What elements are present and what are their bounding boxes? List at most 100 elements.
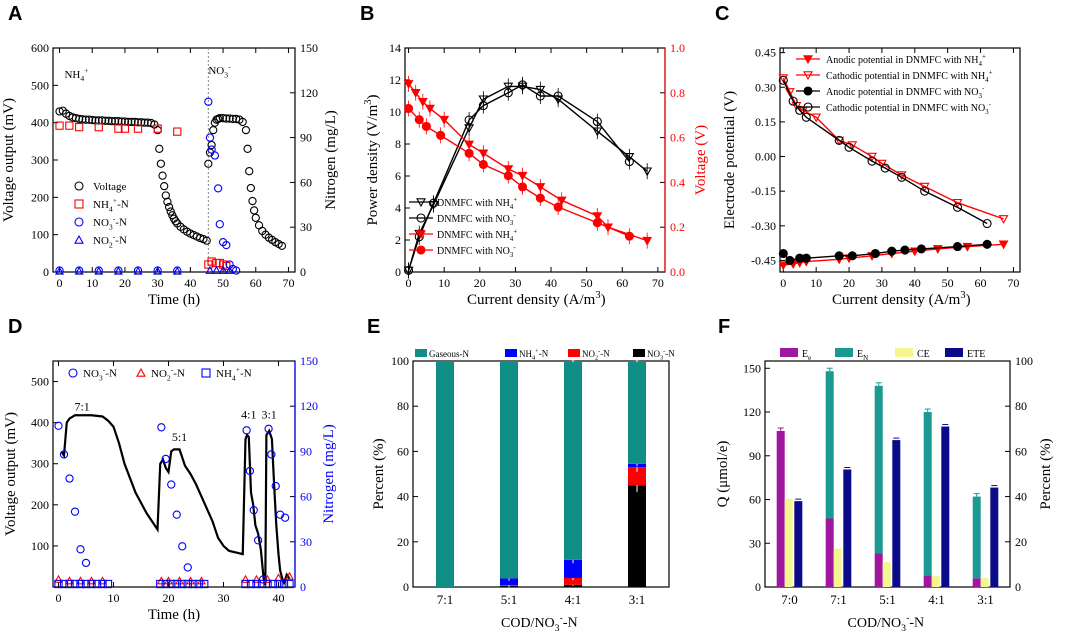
- label-sub: 3: [979, 92, 983, 100]
- panel-letter-F: F: [718, 316, 730, 338]
- label-sup: -: [228, 62, 231, 71]
- bar-Ee: [825, 518, 834, 587]
- legend-swatch: [415, 349, 427, 357]
- data-point: [155, 144, 164, 153]
- y-tick-label: -0.45: [751, 253, 776, 267]
- data-point: [164, 202, 174, 212]
- y-tick-label: 0: [395, 265, 401, 279]
- data-point: [847, 251, 857, 261]
- legend-marker: [74, 234, 84, 244]
- y2-tick-label: 150: [300, 354, 318, 368]
- data-point: [65, 579, 74, 589]
- x-tick-label: 30: [509, 276, 521, 290]
- label-sub: 3: [224, 70, 228, 79]
- data-point: [424, 104, 435, 114]
- data-point: [517, 182, 528, 192]
- y-tick-label: -0.30: [751, 219, 776, 233]
- data-point: [70, 507, 80, 516]
- legend-label: Cathodic potential in DNMFC with NO3-: [826, 101, 992, 117]
- data-point: [834, 135, 844, 145]
- x-axis-label: Time (h): [148, 607, 200, 623]
- label-sub: e: [808, 354, 811, 362]
- data-point: [183, 579, 192, 589]
- x-axis-label: Time (h): [148, 292, 200, 308]
- x-tick-label: 10: [86, 276, 98, 290]
- label-base: Anodic potential in DNMFC with NH: [826, 55, 979, 66]
- category-label: 5:1: [879, 592, 896, 607]
- data-point: [133, 124, 143, 133]
- y-tick-label: 60: [749, 493, 761, 507]
- data-point: [81, 115, 90, 124]
- y2-axis-label: Nitrogen (mg/L): [321, 424, 337, 524]
- legend-marker: [201, 368, 211, 378]
- label-sub: 3: [985, 108, 989, 116]
- legend-label: Gaseous-N: [429, 349, 469, 359]
- x-tick-label: 20: [163, 591, 175, 605]
- data-point: [55, 121, 64, 130]
- data-point: [624, 157, 634, 167]
- data-point: [65, 121, 74, 130]
- data-point: [75, 114, 84, 124]
- label-base: E: [802, 349, 808, 360]
- data-point: [982, 218, 992, 229]
- data-point: [54, 579, 63, 589]
- legend-marker: [416, 245, 426, 255]
- x-tick-label: 70: [1007, 276, 1019, 290]
- label-base: Voltage: [93, 181, 127, 193]
- label-base: Power density (V/m: [365, 104, 381, 225]
- ratio-label: 5:1: [172, 430, 187, 444]
- data-point: [183, 563, 192, 572]
- label-tail: -N: [600, 349, 610, 359]
- data-point: [200, 579, 209, 589]
- x-tick-label: 30: [876, 276, 888, 290]
- data-point: [76, 545, 85, 554]
- data-point: [133, 266, 143, 275]
- x-tick-label: 40: [273, 591, 285, 605]
- label-base: Cathodic potential in DNMFC with NO: [826, 103, 985, 114]
- y-axis-label: Electrode potential (V): [722, 91, 738, 229]
- bar-CE: [980, 577, 989, 587]
- x-tick-label: 70: [282, 276, 294, 290]
- data-point: [436, 130, 446, 140]
- data-point: [503, 171, 513, 181]
- data-point: [785, 255, 795, 266]
- legend-label: Cathodic potential in DNMFC with NH4+: [826, 69, 993, 85]
- y2-axis-label: Percent (%): [1038, 438, 1054, 509]
- data-point: [245, 466, 255, 476]
- data-point: [202, 236, 211, 245]
- panel-letter-B: B: [360, 3, 374, 25]
- legend-label: DNMFC with NO3-: [437, 244, 516, 260]
- x-tick-label: 40: [909, 276, 921, 290]
- y2-tick-label: 150: [300, 41, 318, 55]
- data-point: [535, 183, 546, 193]
- legend-label: NO2--N: [582, 348, 610, 362]
- legend-label: DNMFC with NH4+: [437, 228, 517, 244]
- legend-marker: [803, 71, 813, 81]
- label-base: NH: [216, 368, 232, 380]
- data-point: [952, 242, 963, 252]
- data-point: [404, 103, 414, 114]
- data-point: [847, 141, 858, 151]
- data-point: [257, 579, 267, 589]
- x-axis-label: COD/NO3--N: [501, 613, 578, 635]
- data-point: [952, 202, 963, 212]
- data-point: [228, 114, 238, 124]
- data-point: [107, 117, 117, 126]
- data-point: [218, 114, 228, 123]
- legend-marker: [68, 368, 78, 378]
- label-sub: 3: [510, 251, 514, 259]
- data-point: [215, 220, 224, 229]
- y2-tick-label: 60: [1015, 444, 1027, 458]
- panel-letter-E: E: [367, 316, 380, 338]
- label-base: DNMFC with NH: [437, 230, 510, 241]
- legend-label: NH4+-N: [93, 196, 129, 213]
- data-point: [478, 159, 488, 170]
- label-sub: 4: [532, 355, 536, 362]
- data-point: [114, 124, 123, 133]
- panel-F: 0 30 60 90 120 150 0 20 40 60 80 100 Q (μmol/e) Perce…: [715, 348, 1054, 634]
- y-tick-label: 30: [749, 536, 761, 550]
- data-point: [205, 265, 215, 274]
- data-point: [178, 579, 187, 589]
- legend-marker: [74, 217, 84, 227]
- legend-label: NO3--N: [93, 214, 127, 231]
